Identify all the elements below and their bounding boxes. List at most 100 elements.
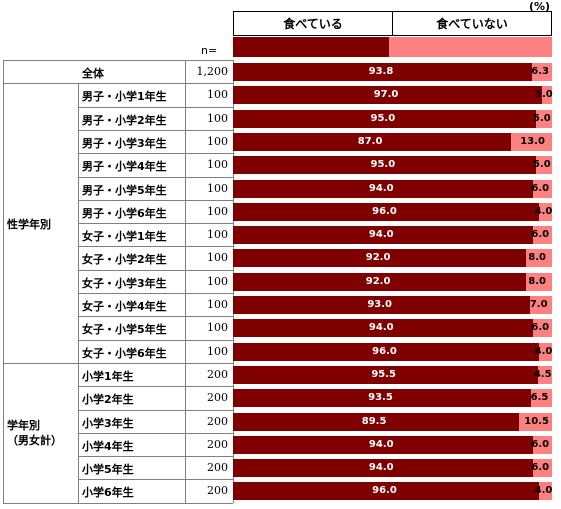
bar-eat <box>233 202 540 221</box>
row-n-value: 100 <box>207 344 228 358</box>
row-divider <box>78 339 233 341</box>
bar-not-eat <box>532 319 552 338</box>
bar-not-eat <box>532 459 552 478</box>
bar-eat-label: 89.5 <box>361 415 387 427</box>
bar-eat <box>233 412 519 431</box>
n-column-border <box>185 60 186 503</box>
bar-eat <box>233 435 533 454</box>
bar-not-eat <box>532 435 552 454</box>
row-n-value: 200 <box>207 461 228 475</box>
unit-label: (%) <box>529 0 551 13</box>
row-label: 女子・小学4年生 <box>82 300 167 313</box>
row-n-value: 100 <box>207 134 228 148</box>
bar-not-eat-label: 4.5 <box>533 368 552 380</box>
bar-eat <box>233 109 537 128</box>
bar-eat-label: 94.0 <box>368 229 394 241</box>
row-label: 男子・小学4年生 <box>82 160 167 174</box>
row-divider <box>78 269 233 271</box>
bar-eat <box>233 365 538 384</box>
bar-eat <box>233 179 533 198</box>
row-divider <box>78 479 233 481</box>
row-divider <box>78 246 233 248</box>
bar-not-eat-label: 6.5 <box>530 392 549 404</box>
row-n-value: 100 <box>207 251 228 265</box>
row-label: 男子・小学5年生 <box>82 183 167 197</box>
bar-not-eat-label: 3.0 <box>535 89 553 101</box>
row-divider <box>78 153 233 155</box>
bar-eat-label: 94.0 <box>368 322 394 334</box>
bar-not-eat <box>536 156 552 175</box>
table-top-line <box>3 60 233 61</box>
bar-not-eat <box>526 249 552 268</box>
bar-not-eat <box>539 482 552 501</box>
bar-not-eat-label: 6.0 <box>531 322 550 334</box>
group-column-border <box>78 83 79 503</box>
bar-not-eat-label: 6.0 <box>531 438 550 450</box>
bar-not-eat-label: 4.0 <box>534 345 553 357</box>
row-label: 女子・小学6年生 <box>82 346 167 360</box>
row-divider <box>78 129 233 131</box>
bar-eat-label: 95.0 <box>370 112 396 124</box>
bar-eat-label: 93.5 <box>368 392 393 404</box>
row-divider <box>78 106 233 108</box>
row-label: 男子・小学2年生 <box>82 113 167 127</box>
bar-not-eat-label: 6.0 <box>531 182 550 194</box>
bar-not-eat <box>537 365 552 384</box>
group-divider-line <box>3 362 233 364</box>
bar-eat <box>233 226 533 245</box>
row-n-value: 100 <box>207 228 228 242</box>
row-label: 小学1年生 <box>82 369 134 383</box>
bar-eat <box>233 389 532 408</box>
row-n-value: 100 <box>207 88 228 102</box>
bar-not-eat <box>539 342 552 361</box>
row-label: 男子・小学1年生 <box>82 90 167 104</box>
row-n-value: 100 <box>207 298 228 311</box>
bar-not-eat <box>532 63 552 81</box>
legend-eat: 食べている <box>233 11 393 36</box>
bar-not-eat-label: 10.5 <box>524 415 549 427</box>
bar-not-eat <box>532 226 552 245</box>
row-divider <box>78 83 233 85</box>
row-label: 小学5年生 <box>82 463 134 477</box>
row-n-value: 200 <box>207 367 228 381</box>
bar-not-eat <box>539 202 552 221</box>
bar-not-eat <box>518 412 552 431</box>
bar-eat-label: 94.0 <box>368 438 394 450</box>
row-divider <box>78 409 233 411</box>
bar-eat-label: 96.0 <box>372 345 397 357</box>
bar-not-eat-label: 4.0 <box>534 205 553 217</box>
row-label: 女子・小学5年生 <box>82 323 167 337</box>
row-label: 女子・小学3年生 <box>82 276 167 290</box>
row-label: 小学2年生 <box>82 393 134 407</box>
row-label: 小学4年生 <box>82 439 134 453</box>
bar-eat-label: 92.0 <box>365 275 391 287</box>
row-n-value: 100 <box>207 111 228 125</box>
bar-not-eat-label: 8.0 <box>528 252 546 264</box>
bar-not-eat-label: 4.0 <box>534 485 553 497</box>
legend-eat-label: 食べている <box>283 17 343 31</box>
legend-not-eat: 食べていない <box>392 11 552 36</box>
bar-not-eat-label: 5.0 <box>533 112 551 124</box>
row-divider <box>78 432 233 434</box>
bar-eat <box>233 156 537 175</box>
row-divider <box>78 293 233 294</box>
bar-eat-label: 93.0 <box>367 299 393 310</box>
row-label: 女子・小学2年生 <box>82 253 167 267</box>
bar-eat <box>233 482 540 501</box>
table-bottom-line <box>3 502 233 504</box>
row-n-value: 200 <box>207 391 228 405</box>
row-divider <box>78 456 233 458</box>
bar-eat <box>233 132 511 151</box>
bar-not-eat-label: 5.0 <box>533 159 551 171</box>
bar-not-eat-label: 6.0 <box>531 462 550 474</box>
bar-not-eat <box>526 272 552 291</box>
bar-not-eat <box>542 86 552 105</box>
bar-not-eat-label: 6.0 <box>531 229 550 241</box>
row-label: 女子・小学1年生 <box>82 230 167 244</box>
row-divider <box>78 199 233 201</box>
group-label-sex-grade: 性学年別 <box>7 218 51 232</box>
bar-not-eat <box>536 109 552 128</box>
legend-eat-swatch <box>233 37 389 57</box>
bar-eat <box>233 459 533 478</box>
bar-eat-label: 96.0 <box>372 205 397 217</box>
